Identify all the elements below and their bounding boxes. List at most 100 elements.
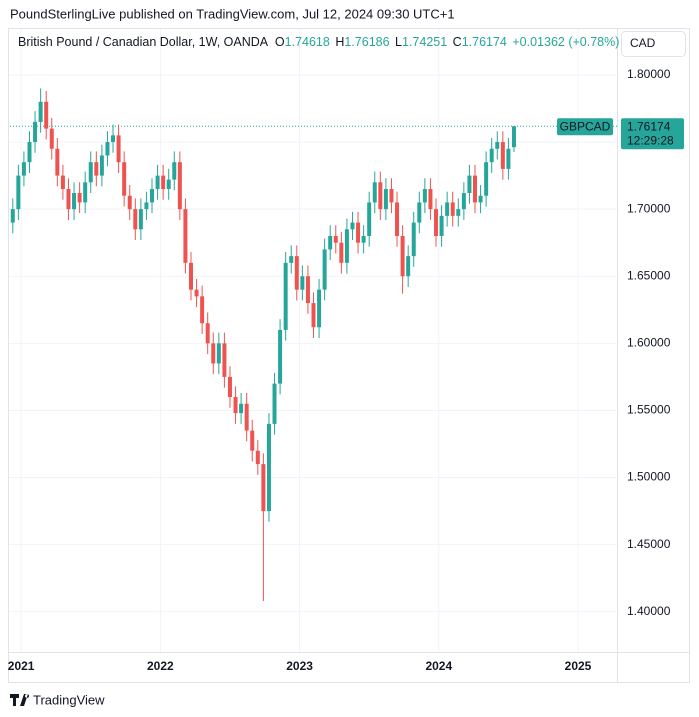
candle-body [27, 142, 32, 163]
candle-body [294, 256, 299, 290]
grid [9, 29, 617, 652]
c-value: 1.76174 [462, 35, 507, 49]
symbol-tag [557, 118, 613, 136]
y-tick-label: 1.80000 [627, 67, 671, 81]
candle-body [211, 343, 216, 364]
candle-body [439, 215, 444, 236]
candle-body [111, 135, 116, 143]
candle-body [116, 135, 121, 163]
y-tick-label: 1.45000 [627, 537, 671, 551]
candle-body [44, 101, 49, 129]
logo-icon [10, 694, 30, 706]
candle-body [233, 397, 238, 414]
candle-body [99, 155, 104, 176]
candle-body [183, 209, 188, 263]
candle-body [367, 202, 372, 236]
candle-body [417, 202, 422, 223]
candle-body [55, 148, 60, 176]
candle-body [155, 175, 160, 190]
candle-body [434, 209, 439, 236]
candle-body [450, 202, 455, 216]
y-tick-label: 1.60000 [627, 336, 671, 350]
candle-body [250, 430, 255, 451]
x-tick-label: 2024 [425, 659, 452, 673]
candle-body [317, 289, 322, 328]
l-value: 1.74251 [402, 35, 447, 49]
candle-body [88, 162, 93, 183]
candle-body [94, 162, 99, 176]
candle-body [378, 182, 383, 210]
y-tick-label: 1.50000 [627, 470, 671, 484]
candle-body [322, 249, 327, 290]
y-tick-label: 1.40000 [627, 604, 671, 618]
candle-body [144, 202, 149, 210]
candle-body [188, 262, 193, 290]
candle-body [311, 303, 316, 328]
candle-body [411, 222, 416, 257]
candle-body [38, 101, 43, 122]
candle-body [172, 162, 177, 180]
candle-body [33, 121, 38, 143]
candle-body [467, 175, 472, 194]
candle-body [77, 193, 82, 203]
candle-body [66, 189, 71, 210]
candle-body [344, 229, 349, 263]
x-tick-label: 2022 [147, 659, 174, 673]
candle-body [289, 256, 294, 263]
header: PoundSterlingLive published on TradingVi… [10, 6, 455, 21]
candle-body [445, 202, 450, 216]
footer: TradingView [33, 692, 105, 707]
candle-body [406, 256, 411, 277]
candle-body [261, 464, 266, 512]
o-label: O [275, 35, 285, 49]
h-label: H [335, 35, 344, 49]
candle-body [177, 162, 182, 210]
candle-body [122, 162, 127, 196]
candle-body [506, 148, 511, 169]
candle-body [138, 209, 143, 230]
candle-body [227, 376, 232, 398]
candle-body [350, 222, 355, 230]
candle-body [372, 182, 377, 203]
candle-body [127, 195, 132, 210]
candle-body [266, 423, 271, 512]
h-value: 1.76186 [344, 35, 389, 49]
candle-body [489, 148, 494, 163]
candle-body [472, 175, 477, 203]
candle-body [383, 189, 388, 210]
symbol-tag-label: GBPCAD [560, 119, 611, 133]
footer-logo: TradingView [10, 692, 105, 707]
candle-body [495, 142, 500, 149]
candle-body [205, 323, 210, 344]
candle-body [244, 403, 249, 431]
l-label: L [395, 35, 402, 49]
candle-body [400, 235, 405, 277]
change: +0.01362 (+0.78%) [512, 35, 619, 49]
candle-body [328, 235, 333, 250]
candle-body [21, 162, 26, 176]
candle-body [133, 209, 138, 230]
x-tick-label: 2023 [286, 659, 313, 673]
candle-body [222, 343, 227, 377]
currency: CAD [630, 36, 656, 50]
candle-body [422, 189, 427, 203]
currency-button[interactable] [621, 31, 686, 57]
candle-body [105, 142, 110, 156]
legend-title: British Pound / Canadian Dollar, 1W, OAN… [18, 35, 269, 49]
candle-body [10, 209, 15, 223]
candle-body [484, 162, 489, 196]
candle-body [150, 189, 155, 203]
candle-body [166, 179, 171, 190]
candle-body [60, 175, 65, 190]
candle-body [194, 289, 199, 297]
candle-body [72, 193, 77, 210]
candle-body [511, 126, 516, 148]
candle-body [305, 276, 310, 304]
candle-body [461, 193, 466, 210]
y-tick-label: 1.55000 [627, 403, 671, 417]
candle-body [161, 175, 166, 190]
candle-body [49, 128, 54, 149]
candle-body [395, 202, 400, 236]
candle-body [272, 383, 277, 424]
